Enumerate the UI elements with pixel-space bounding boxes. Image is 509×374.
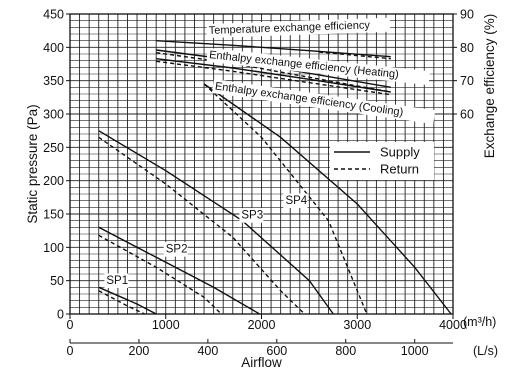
y-left-tick-label: 100 (43, 241, 64, 255)
y-right-tick-label: 60 (460, 108, 474, 122)
x-top-tick-label: 1000 (152, 318, 180, 332)
annotation-sp1: SP1 (104, 273, 129, 288)
y-left-tick-label: 0 (57, 308, 64, 322)
series-line-enthalpy-exchange-efficiency-cooling--solid (156, 58, 391, 93)
legend-label-return: Return (380, 162, 419, 177)
series-line-temperature-exchange-efficiency-solid (156, 40, 391, 58)
x-top-unit: (m³/h) (463, 315, 496, 329)
legend-label-supply: Supply (380, 145, 420, 160)
annotation-text: SP4 (285, 195, 307, 207)
annotation-text: SP1 (106, 275, 128, 287)
y-left-tick-label: 200 (43, 174, 64, 188)
x-bottom-tick-label: 800 (335, 344, 356, 358)
annotation-sp3: SP3 (239, 208, 264, 223)
annotation-background (163, 242, 188, 257)
x-top-tick-label: 4000 (439, 318, 467, 332)
annotation-background (104, 273, 129, 288)
x-bottom-unit: (L/s) (473, 344, 498, 358)
series-line-temperature-exchange-efficiency-dashed (318, 51, 391, 60)
series-line-sp1-dashed (98, 290, 145, 315)
annotation-text: Temperature exchange efficiency (209, 19, 371, 37)
axes: 0 50 100 150 200 250 300 350 400 450 60 70 80 90 0 1000… (25, 8, 498, 371)
series-line-sp2-solid (98, 226, 260, 315)
x-bottom-tick-label: 1000 (401, 344, 429, 358)
annotation-text: SP2 (166, 244, 188, 256)
annotation-background (206, 17, 391, 39)
y-right-tick-label: 70 (460, 74, 474, 88)
series-line-sp1-solid (98, 286, 157, 315)
y-right-tick-label: 90 (460, 8, 474, 22)
y-left-tick-label: 450 (43, 8, 64, 22)
series-line-sp4-solid (203, 83, 452, 315)
annotation-background (283, 193, 308, 208)
x-top-tick-label: 2000 (248, 318, 276, 332)
y-right-tick-label: 80 (460, 41, 474, 55)
legend-box (330, 142, 434, 180)
y-left-tick-label: 50 (50, 274, 64, 288)
x-top-tick-label: 0 (67, 318, 74, 332)
legend: Supply Return (330, 142, 434, 180)
y-left-tick-label: 350 (43, 74, 64, 88)
annotation-background (206, 47, 431, 86)
annotation-text: SP3 (241, 210, 263, 222)
x-bottom-tick-label: 0 (67, 344, 74, 358)
y-left-axis-title: Static pressure (Pa) (25, 104, 40, 223)
annotation-sp2: SP2 (163, 242, 188, 257)
annotation-background (239, 208, 264, 223)
y-left-tick-label: 250 (43, 141, 64, 155)
y-right-axis-title: Exchange efficiency (%) (482, 14, 497, 159)
annotation-background (212, 79, 436, 125)
x-bottom-tick-label: 200 (129, 344, 150, 358)
annotation-temperature-exchange-efficiency: Temperature exchange efficiency (206, 17, 391, 39)
x-axis-title: Airflow (241, 355, 282, 370)
x-bottom-tick-label: 600 (266, 344, 287, 358)
x-top-tick-label: 3000 (343, 318, 371, 332)
series-line-enthalpy-exchange-efficiency-cooling--dashed (156, 60, 391, 96)
annotation-sp4: SP4 (283, 193, 308, 208)
x-bottom-tick-label: 400 (197, 344, 218, 358)
y-left-tick-label: 150 (43, 208, 64, 222)
y-left-tick-label: 400 (43, 41, 64, 55)
series-line-sp2-dashed (98, 234, 222, 315)
series-line-enthalpy-exchange-efficiency-heating--dashed (156, 52, 391, 93)
y-left-tick-label: 300 (43, 108, 64, 122)
